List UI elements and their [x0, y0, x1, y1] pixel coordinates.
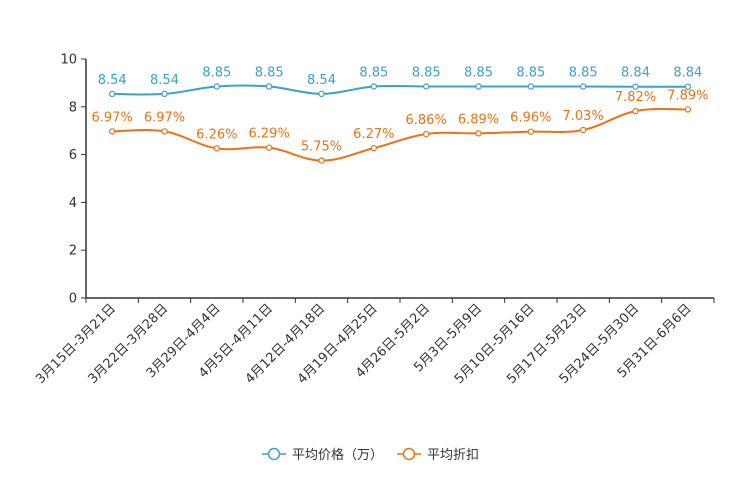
y-tick-label: 6	[69, 148, 77, 163]
series-0-data-label: 8.85	[202, 65, 231, 80]
series-0-line	[112, 84, 688, 96]
y-tick-label: 0	[69, 292, 77, 307]
series-1-point[interactable]	[684, 106, 692, 113]
series-1-point[interactable]	[108, 128, 116, 135]
series-1-data-label: 7.89%	[667, 88, 708, 103]
legend-1-label[interactable]: 平均折扣	[427, 448, 479, 463]
series-1-point[interactable]	[632, 107, 639, 115]
series-1-data-label: 6.26%	[196, 127, 237, 142]
series-0-data-label: 8.84	[673, 66, 702, 81]
y-tick-label: 8	[69, 100, 77, 115]
series-0-point[interactable]	[632, 83, 639, 90]
series-1-data-label: 7.82%	[615, 90, 656, 105]
series-0-point[interactable]	[318, 90, 325, 98]
series-0-point[interactable]	[108, 90, 116, 98]
series-0-point[interactable]	[475, 83, 482, 90]
series-0-point[interactable]	[422, 83, 430, 90]
series-0-data-label: 8.85	[255, 65, 284, 80]
series-0-data-label: 8.54	[150, 73, 179, 88]
series-1-point[interactable]	[161, 128, 168, 135]
series-1-data-label: 6.97%	[92, 110, 133, 125]
series-0-point[interactable]	[161, 90, 168, 98]
series-1-point[interactable]	[475, 130, 482, 137]
series-1-point[interactable]	[527, 128, 535, 135]
series-1-data-label: 6.86%	[406, 113, 447, 128]
series-1-data-label: 6.29%	[249, 127, 290, 142]
series-0-data-label: 8.85	[516, 65, 545, 80]
legend-0-label[interactable]: 平均价格（万）	[292, 447, 383, 463]
series-0-point[interactable]	[265, 83, 273, 90]
series-0-point[interactable]	[213, 83, 221, 90]
series-1-data-label: 6.89%	[458, 112, 499, 127]
series-1-data-label: 6.27%	[353, 127, 394, 142]
series-0-point[interactable]	[370, 83, 378, 90]
series-1-point[interactable]	[318, 157, 325, 164]
series-1-point[interactable]	[422, 130, 430, 138]
series-1-point[interactable]	[370, 144, 378, 152]
series-1-data-label: 5.75%	[301, 140, 342, 155]
series-0-point[interactable]	[527, 83, 535, 90]
series-0-point[interactable]	[684, 83, 692, 90]
series-0-data-label: 8.54	[98, 73, 127, 88]
series-0-data-label: 8.85	[412, 65, 441, 80]
series-0-data-label: 8.54	[307, 73, 336, 88]
y-tick-label: 4	[69, 196, 77, 211]
y-tick-label: 10	[60, 53, 77, 68]
legend-0-marker-icon[interactable]	[267, 447, 281, 461]
series-1-line	[112, 107, 688, 162]
series-1-data-label: 6.96%	[510, 111, 551, 126]
y-tick-label: 2	[69, 244, 77, 259]
series-0-data-label: 8.85	[569, 65, 598, 80]
series-1-point[interactable]	[265, 144, 273, 151]
series-0-data-label: 8.85	[464, 65, 493, 80]
series-1-data-label: 7.03%	[563, 109, 604, 124]
series-1-point[interactable]	[213, 145, 221, 152]
series-0-data-label: 8.85	[359, 65, 388, 80]
series-0-point[interactable]	[579, 83, 587, 90]
series-1-point[interactable]	[579, 126, 587, 134]
series-1-data-label: 6.97%	[144, 110, 185, 125]
series-0-data-label: 8.84	[621, 66, 650, 81]
legend-1-marker-icon[interactable]	[402, 447, 416, 461]
